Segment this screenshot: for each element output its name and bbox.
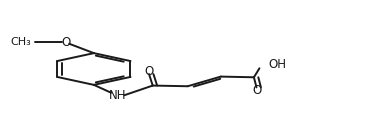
Text: CH₃: CH₃ — [11, 37, 31, 47]
Text: O: O — [144, 65, 154, 78]
Text: O: O — [61, 36, 71, 49]
Text: O: O — [252, 84, 262, 97]
Text: NH: NH — [109, 89, 127, 102]
Text: OH: OH — [269, 58, 287, 71]
